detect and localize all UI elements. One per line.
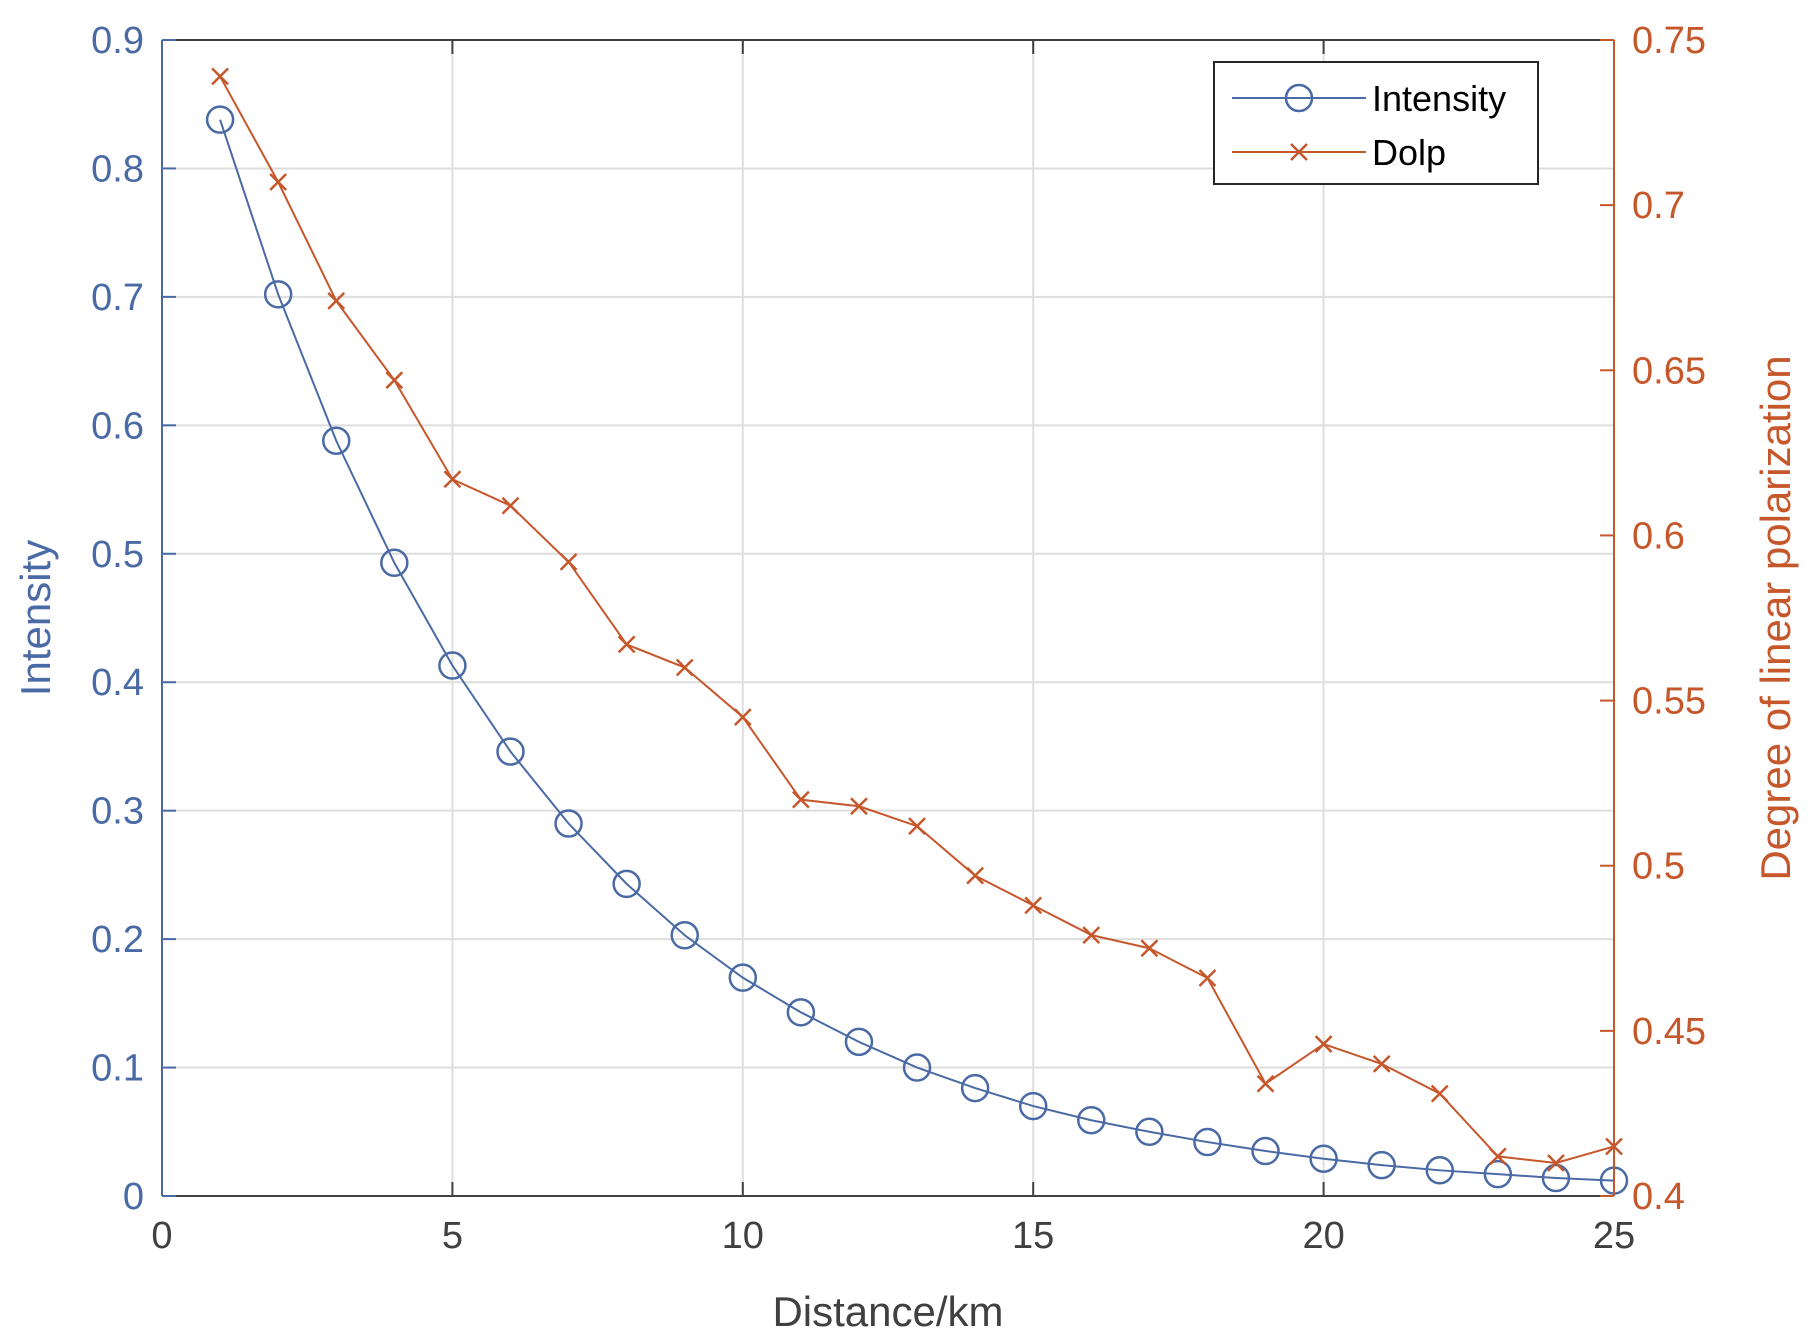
intensity-point (1541, 1163, 1571, 1193)
x-tick-label: 0 (151, 1215, 172, 1257)
dolp-point (908, 817, 926, 835)
x-tick-label: 10 (722, 1215, 764, 1257)
legend-marker-intensity (1284, 83, 1314, 113)
intensity-point (1367, 1150, 1396, 1180)
dolp-point (1488, 1147, 1507, 1166)
left-y-tick-label: 0.3 (91, 791, 144, 833)
dolp-point (733, 708, 752, 726)
x-tick-label: 5 (442, 1215, 463, 1257)
x-axis-title: Distance/km (772, 1288, 1003, 1335)
dolp-point (1547, 1154, 1565, 1172)
dolp-point (675, 658, 694, 677)
intensity-point (902, 1053, 932, 1082)
intensity-point (960, 1073, 990, 1103)
intensity-point (786, 998, 816, 1027)
intensity-point (554, 809, 583, 838)
left-y-tick-label: 0.8 (91, 148, 144, 190)
dolp-point (327, 292, 346, 310)
dolp-point (269, 173, 288, 191)
left-y-tick-label: 0.7 (91, 277, 144, 319)
right-y-tick-label: 0.6 (1632, 515, 1685, 557)
intensity-point (612, 869, 641, 899)
dolp-point (1024, 896, 1043, 915)
dolp-point (1372, 1055, 1391, 1073)
intensity-point (1251, 1136, 1280, 1166)
intensity-point (496, 737, 525, 766)
dolp-point (1198, 969, 1217, 987)
axes: 0 5 10 15 20 25 0 0.1 0.2 0.3 0.4 0.5 0.6 0.7 0.8 0.9 0.… (91, 20, 1706, 1257)
left-y-tick-label: 0.5 (91, 534, 144, 576)
right-y-tick-label: 0.75 (1632, 20, 1706, 62)
left-y-tick-label: 0.6 (91, 405, 144, 447)
series-line-intensity (219, 119, 1615, 1182)
legend-label-dolp: Dolp (1372, 132, 1446, 173)
right-y-tick-label: 0.4 (1632, 1176, 1685, 1218)
x-tick-label: 25 (1593, 1215, 1635, 1257)
legend: Intensity Dolp (1213, 61, 1539, 185)
dolp-point (1256, 1074, 1275, 1093)
intensity-point (1135, 1117, 1164, 1147)
dolp-point (501, 496, 520, 515)
intensity-point (1309, 1144, 1338, 1174)
dolp-point (1430, 1084, 1449, 1103)
right-y-axis-title: Degree of linear polarization (1752, 355, 1799, 880)
right-y-tick-label: 0.7 (1632, 185, 1685, 227)
left-y-tick-label: 0.9 (91, 20, 144, 62)
intensity-point (844, 1027, 874, 1057)
series-line-dolp (219, 75, 1615, 1164)
intensity-point (670, 921, 699, 950)
series-layer (205, 67, 1629, 1195)
gridlines (162, 40, 1614, 1196)
dolp-point (385, 371, 404, 390)
dolp-point (211, 67, 229, 86)
intensity-point (728, 963, 758, 992)
intensity-point (1193, 1127, 1222, 1157)
intensity-point (205, 105, 235, 134)
dolp-point (617, 635, 636, 654)
left-y-axis-title: Intensity (12, 540, 59, 696)
dolp-point (1314, 1035, 1333, 1053)
intensity-point (438, 651, 467, 680)
intensity-point (1483, 1159, 1513, 1189)
dolp-point (443, 470, 462, 489)
dolp-point (1140, 939, 1159, 958)
left-y-tick-label: 0 (123, 1176, 144, 1218)
x-tick-label: 20 (1302, 1215, 1344, 1257)
x-tick-label: 15 (1012, 1215, 1054, 1257)
right-y-tick-label: 0.5 (1632, 846, 1685, 888)
legend-marker-dolp (1290, 143, 1308, 161)
left-y-tick-label: 0.2 (91, 919, 144, 961)
intensity-point (321, 426, 351, 455)
dolp-point (791, 790, 810, 809)
right-y-tick-label: 0.45 (1632, 1011, 1706, 1053)
intensity-point (1018, 1091, 1048, 1121)
intensity-point (263, 280, 293, 309)
intensity-point (1077, 1105, 1106, 1135)
intensity-point (1425, 1156, 1455, 1185)
dolp-point (850, 797, 868, 816)
intensity-point (380, 548, 409, 578)
legend-swatch-intensity (1232, 83, 1366, 113)
dolp-point (966, 866, 985, 885)
right-y-tick-label: 0.55 (1632, 681, 1706, 723)
dolp-point (1082, 926, 1101, 944)
right-y-tick-label: 0.65 (1632, 350, 1706, 392)
legend-box (1213, 61, 1539, 185)
left-y-tick-label: 0.4 (91, 662, 144, 704)
left-y-tick-label: 0.1 (91, 1048, 144, 1090)
legend-label-intensity: Intensity (1372, 78, 1506, 119)
legend-swatch-dolp (1232, 143, 1366, 161)
dolp-point (559, 552, 578, 571)
